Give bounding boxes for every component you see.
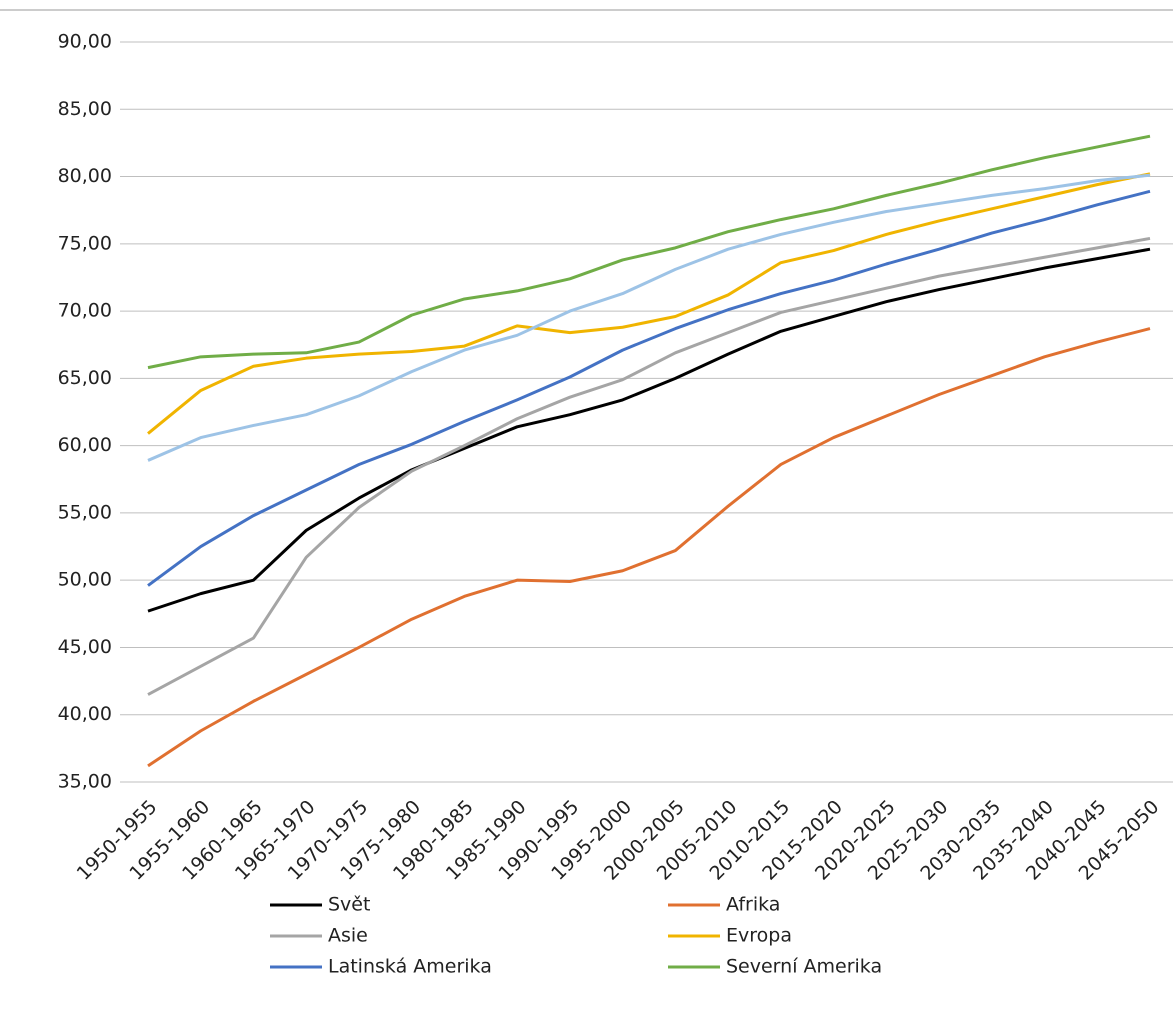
legend-label: Asie bbox=[328, 925, 368, 947]
legend-label: Severní Amerika bbox=[726, 956, 882, 978]
y-tick-label: 80,00 bbox=[58, 165, 112, 187]
y-tick-label: 45,00 bbox=[58, 636, 112, 658]
y-tick-label: 40,00 bbox=[58, 703, 112, 725]
series-line bbox=[147, 327, 1151, 768]
y-tick-label: 70,00 bbox=[58, 300, 112, 322]
series-line bbox=[147, 172, 1151, 435]
y-tick-label: 50,00 bbox=[58, 569, 112, 591]
y-tick-label: 55,00 bbox=[58, 501, 112, 523]
y-tick-label: 35,00 bbox=[58, 771, 112, 793]
series-line bbox=[147, 236, 1151, 696]
series-line bbox=[147, 173, 1151, 462]
series-line bbox=[147, 134, 1151, 370]
y-tick-label: 60,00 bbox=[58, 434, 112, 456]
series-line bbox=[147, 247, 1151, 613]
y-tick-label: 85,00 bbox=[58, 98, 112, 120]
legend-label: Evropa bbox=[726, 925, 792, 947]
y-tick-label: 75,00 bbox=[58, 232, 112, 254]
y-tick-label: 90,00 bbox=[58, 31, 112, 53]
y-tick-label: 65,00 bbox=[58, 367, 112, 389]
legend-label: Latinská Amerika bbox=[328, 956, 492, 978]
legend-label: Afrika bbox=[726, 894, 780, 916]
series-line bbox=[147, 189, 1151, 587]
legend-label: Svět bbox=[328, 894, 370, 916]
